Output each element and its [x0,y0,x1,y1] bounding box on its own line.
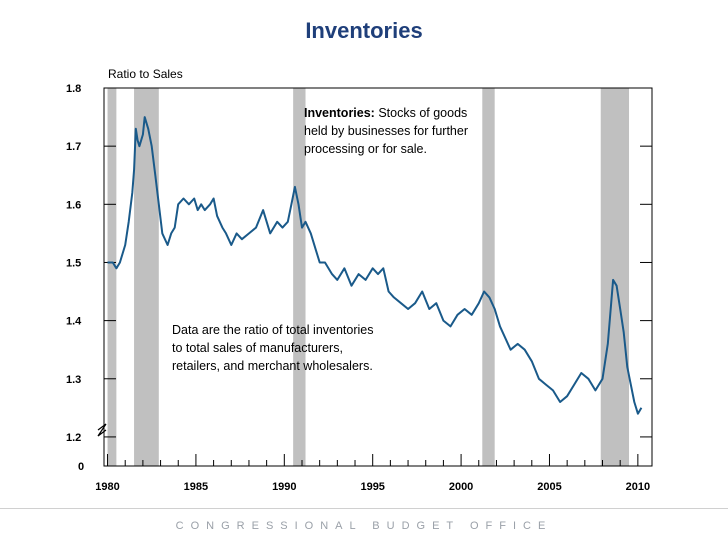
x-tick-label: 1980 [95,481,119,493]
recession-band-4 [600,88,630,466]
inventories-chart: 1.2 1.3 1.4 1.5 1.6 1.7 1.8 1980 1985 1990 1995 200… [66,67,653,493]
annotation-bold-term: Inventories: [304,106,378,120]
series-line-group [107,116,643,415]
y-tick-label: 1.7 [66,141,81,153]
annotation-text-1: Data are the ratio of total inventories t… [172,323,374,373]
y-tick-label: 1.4 [66,316,82,328]
annotation-line: Stocks of goods [378,106,467,120]
axis-ticks: 1.2 1.3 1.4 1.5 1.6 1.7 1.8 1980 1985 1990 1995 200… [66,83,652,493]
recession-band-1 [134,88,159,466]
x-tick-label: 1995 [360,481,384,493]
annotation-line: retailers, and merchant wholesalers. [172,359,373,373]
x-tick-label: 1985 [184,481,208,493]
plot-frame [103,87,653,467]
y-tick-label: 1.2 [66,432,81,444]
y-tick-label: 1.8 [66,83,81,95]
x-tick-label: 2000 [449,481,473,493]
axis-break-icon [97,423,107,437]
y-axis-label: Ratio to Sales [108,67,183,81]
recession-band-0 [107,88,117,466]
y-tick-label: 1.3 [66,374,81,386]
annotation-line: Data are the ratio of total inventories [172,323,374,337]
x-tick-label: 2010 [626,481,650,493]
recession-band-2 [293,88,306,466]
recession-band-3 [482,88,495,466]
annotation-text-0: Inventories: Stocks of goods held by busi… [304,106,468,156]
annotation-line: to total sales of manufacturers, [172,341,343,355]
y-tick-label: 1.5 [66,257,81,269]
y-zero-label: 0 [78,461,84,473]
series-line [107,116,643,415]
annotation-line: processing or for sale. [304,142,427,156]
footer-org-name: CONGRESSIONAL BUDGET OFFICE [175,520,553,532]
slide-title: Inventories [305,18,423,43]
footer-divider [0,508,728,509]
annotations: Inventories: Stocks of goods held by busi… [172,106,468,373]
recession-bands [107,88,630,466]
x-tick-label: 2005 [537,481,561,493]
y-tick-label: 1.6 [66,199,81,211]
annotation-line: held by businesses for further [304,124,468,138]
x-tick-label: 1990 [272,481,296,493]
